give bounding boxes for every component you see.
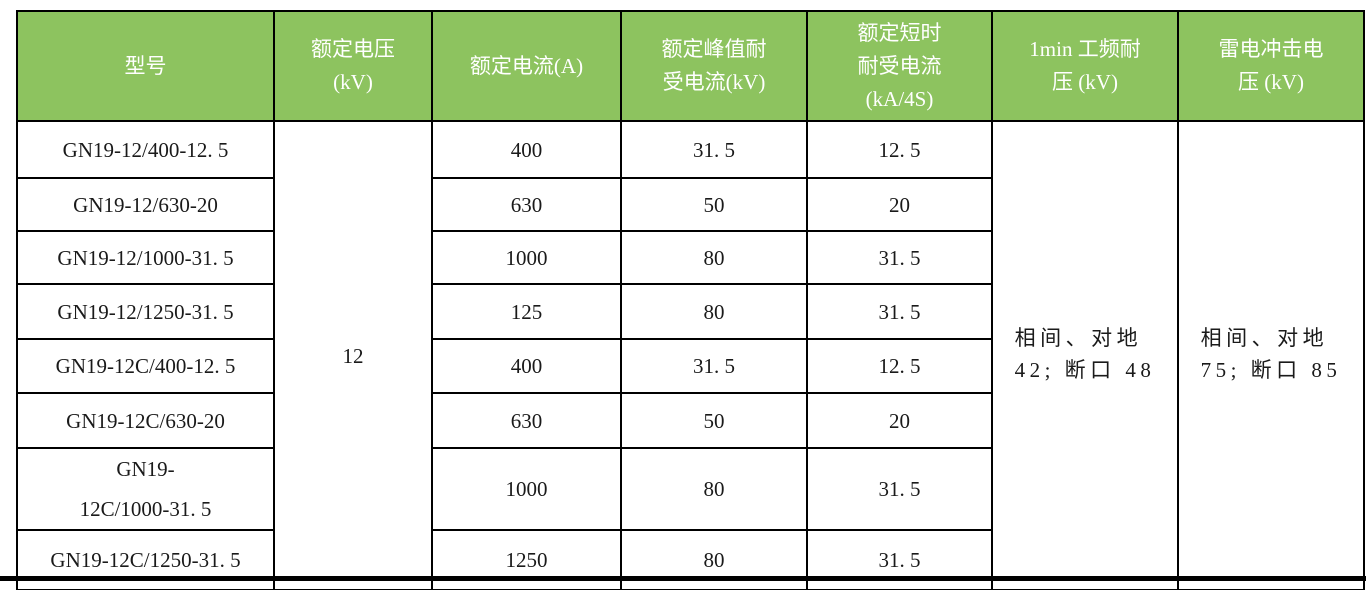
col-header-short-time-withstand-current: 额定短时 耐受电流 (kA/4S) xyxy=(806,10,993,122)
bottom-border-bar xyxy=(0,576,1366,581)
power-frequency-withstand-merged-cell: 相间、对地 42; 断口 48 xyxy=(991,120,1179,590)
table-row: GN19- 12C/1000-31. 5 1000 80 31. 5 xyxy=(16,447,1364,531)
short-time-current-cell: 31. 5 xyxy=(806,529,993,590)
model-cell: GN19-12C/400-12. 5 xyxy=(16,338,275,394)
model-cell: GN19-12/1250-31. 5 xyxy=(16,283,275,340)
peak-current-cell: 80 xyxy=(620,529,808,590)
peak-current-cell: 31. 5 xyxy=(620,338,808,394)
rated-current-cell: 630 xyxy=(431,392,622,449)
table-row: GN19-12/400-12. 5 12 400 31. 5 12. 5 相间、… xyxy=(16,120,1365,590)
model-cell: GN19-12C/1250-31. 5 xyxy=(16,529,275,590)
spec-table: 型号 额定电压 (kV) 额定电流(A) 额定峰值耐 受电流(kV) 额定短时 … xyxy=(16,10,1365,590)
rated-voltage-merged-cell: 12 xyxy=(273,120,433,590)
model-cell: GN19- 12C/1000-31. 5 xyxy=(16,447,275,531)
peak-current-cell: 50 xyxy=(620,392,808,449)
rated-current-cell: 400 xyxy=(431,338,622,394)
peak-current-cell: 80 xyxy=(620,283,808,340)
model-cell: GN19-12/1000-31. 5 xyxy=(16,230,275,285)
lightning-impulse-note: 相间、对地 75; 断口 85 xyxy=(1200,325,1342,382)
table-row: GN19-12/630-20 630 50 20 xyxy=(16,177,1364,232)
model-cell: GN19-12C/630-20 xyxy=(16,392,275,449)
peak-current-cell: 50 xyxy=(620,177,808,232)
power-frequency-withstand-note: 相间、对地 42; 断口 48 xyxy=(1014,325,1156,382)
peak-current-cell: 80 xyxy=(620,230,808,285)
short-time-current-cell: 12. 5 xyxy=(806,338,993,394)
header-row: 型号 额定电压 (kV) 额定电流(A) 额定峰值耐 受电流(kV) 额定短时 … xyxy=(16,10,1365,122)
table-row: GN19-12/1000-31. 5 1000 80 31. 5 xyxy=(16,230,1364,285)
col-header-power-frequency-withstand-voltage: 1min 工频耐 压 (kV) xyxy=(991,10,1179,122)
short-time-current-cell: 31. 5 xyxy=(806,283,993,340)
table-row: GN19-12C/630-20 630 50 20 xyxy=(16,392,1364,449)
rated-current-cell: 1000 xyxy=(431,447,622,531)
table-row: GN19-12/1250-31. 5 125 80 31. 5 xyxy=(16,283,1364,340)
lightning-impulse-merged-cell: 相间、对地 75; 断口 85 xyxy=(1177,120,1365,590)
model-cell: GN19-12/630-20 xyxy=(16,177,275,232)
col-header-model: 型号 xyxy=(16,10,275,122)
col-header-lightning-impulse-voltage: 雷电冲击电 压 (kV) xyxy=(1177,10,1365,122)
peak-current-cell: 80 xyxy=(620,447,808,531)
short-time-current-cell: 20 xyxy=(806,392,993,449)
short-time-current-cell: 31. 5 xyxy=(806,447,993,531)
rated-current-cell: 1250 xyxy=(431,529,622,590)
short-time-current-cell: 31. 5 xyxy=(806,230,993,285)
rated-current-cell: 125 xyxy=(431,283,622,340)
table-row: GN19-12C/400-12. 5 400 31. 5 12. 5 xyxy=(16,338,1364,394)
short-time-current-cell: 12. 5 xyxy=(806,120,993,179)
col-header-rated-current: 额定电流(A) xyxy=(431,10,622,122)
rated-current-cell: 1000 xyxy=(431,230,622,285)
model-cell: GN19-12/400-12. 5 xyxy=(16,120,275,179)
col-header-peak-withstand-current: 额定峰值耐 受电流(kV) xyxy=(620,10,808,122)
rated-current-cell: 630 xyxy=(431,177,622,232)
peak-current-cell: 31. 5 xyxy=(620,120,808,179)
rated-current-cell: 400 xyxy=(431,120,622,179)
short-time-current-cell: 20 xyxy=(806,177,993,232)
col-header-rated-voltage: 额定电压 (kV) xyxy=(273,10,433,122)
